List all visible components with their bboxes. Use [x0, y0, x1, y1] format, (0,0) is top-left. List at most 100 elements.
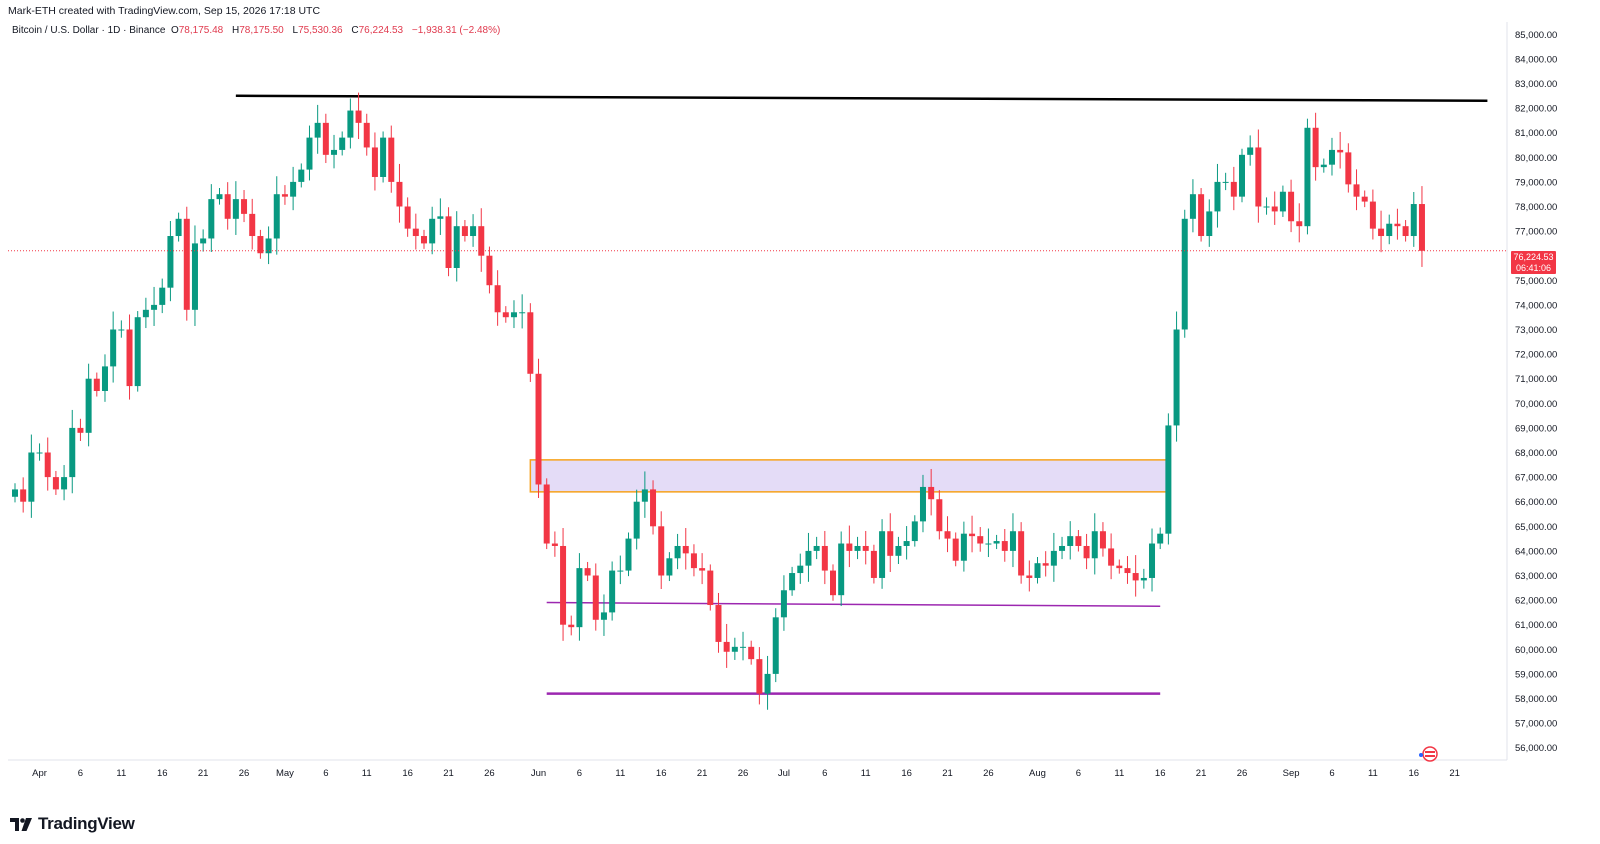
time-tick-label: 16 — [1408, 768, 1419, 779]
price-tick-label: 77,000.00 — [1515, 227, 1557, 238]
candle — [879, 519, 886, 589]
flag-icon[interactable] — [1419, 746, 1438, 762]
symbol-name[interactable]: Bitcoin / U.S. Dollar · 1D · Binance — [12, 25, 166, 36]
candle-body — [1353, 184, 1360, 197]
candle-body — [830, 570, 836, 596]
candle — [126, 314, 133, 400]
price-tick-label: 79,000.00 — [1515, 177, 1557, 188]
time-tick-label: Sep — [1283, 768, 1300, 779]
time-tick-label: 21 — [443, 768, 454, 779]
candle-body — [756, 659, 763, 694]
candle-body — [1042, 563, 1049, 566]
candle — [429, 206, 436, 255]
candle — [576, 553, 583, 641]
candle-body — [461, 226, 468, 237]
candle-body — [887, 531, 894, 556]
candle — [265, 226, 272, 265]
candle-body — [1361, 196, 1368, 202]
candle-body — [633, 501, 640, 539]
price-tick-label: 61,000.00 — [1515, 620, 1557, 631]
candle — [380, 131, 387, 183]
time-tick-label: 11 — [362, 768, 372, 779]
zone-box[interactable] — [529, 459, 1170, 493]
candle-body — [1067, 536, 1074, 546]
resistance-line[interactable] — [235, 94, 1488, 102]
candle — [1353, 169, 1360, 211]
candle — [200, 229, 207, 252]
candle-body — [928, 486, 935, 500]
candle — [1418, 186, 1425, 267]
candle — [1149, 528, 1156, 592]
price-tick-label: 71,000.00 — [1515, 374, 1557, 385]
time-tick-label: 16 — [402, 768, 413, 779]
candle-body — [993, 541, 1000, 544]
flag-stripe — [1425, 755, 1435, 757]
candle — [52, 470, 59, 495]
candle — [780, 575, 787, 631]
candle — [592, 563, 599, 631]
candle-body — [453, 226, 460, 268]
candle-body — [322, 122, 329, 155]
price-axis[interactable]: 56,000.00 57,000.00 58,000.00 59,000.00 60,0… — [1515, 30, 1557, 754]
candle — [502, 306, 509, 323]
candle — [331, 134, 338, 169]
support-line-upper[interactable] — [546, 601, 1161, 607]
candle — [396, 163, 403, 223]
candle-body — [862, 545, 869, 551]
close-label: C — [351, 25, 359, 36]
tradingview-logo[interactable]: TradingView — [10, 814, 135, 834]
candle — [1386, 214, 1393, 245]
candle-body — [363, 122, 370, 148]
price-tick-label: 68,000.00 — [1515, 448, 1557, 459]
candle-body — [666, 558, 673, 576]
candle — [625, 532, 632, 577]
time-tick-label: 21 — [942, 768, 953, 779]
time-axis[interactable]: Apr 6 11 16 21 26 May 6 11 16 21 26 Jun 6 11 16 21 26 Jul 6… — [32, 768, 1460, 779]
candle — [854, 536, 861, 560]
candle-body — [584, 568, 591, 576]
candle-body — [1108, 548, 1115, 566]
candle-body — [1239, 154, 1245, 197]
candle — [232, 181, 239, 235]
resistance-zone[interactable] — [529, 459, 1170, 493]
candle — [404, 197, 411, 237]
candle — [535, 358, 542, 498]
candle-body — [200, 238, 207, 244]
candle — [159, 278, 166, 314]
time-tick-label: 6 — [1329, 768, 1334, 779]
price-tick-label: 85,000.00 — [1515, 30, 1557, 41]
candle-body — [911, 521, 918, 542]
candle — [928, 468, 935, 516]
candle — [887, 513, 894, 572]
trend-lines[interactable] — [235, 94, 1488, 695]
candle-body — [69, 427, 76, 478]
price-tick-label: 84,000.00 — [1515, 54, 1557, 65]
candle — [363, 113, 370, 156]
tradingview-logo-text: TradingView — [38, 814, 135, 833]
candle — [911, 515, 918, 547]
candle-body — [1337, 149, 1344, 153]
candle-body — [1034, 563, 1041, 578]
candle-body — [126, 329, 133, 387]
candle-body — [494, 285, 501, 313]
candle-body — [1165, 425, 1172, 534]
candle — [355, 92, 362, 140]
candle — [273, 176, 280, 255]
candle-body — [1271, 206, 1278, 212]
candle-body — [682, 545, 689, 554]
price-tick-label: 74,000.00 — [1515, 300, 1557, 311]
candle — [322, 113, 329, 164]
candle-body — [1418, 204, 1425, 251]
candle-body — [650, 489, 657, 527]
candle — [936, 490, 943, 540]
candle — [813, 536, 820, 560]
candle-body — [478, 226, 485, 256]
candle — [1288, 179, 1295, 233]
candle — [748, 640, 755, 665]
candle — [1026, 560, 1033, 592]
candle-body — [969, 533, 976, 537]
candle-body — [592, 575, 599, 620]
price-tick-label: 82,000.00 — [1515, 104, 1557, 115]
open-label: O — [170, 25, 179, 36]
